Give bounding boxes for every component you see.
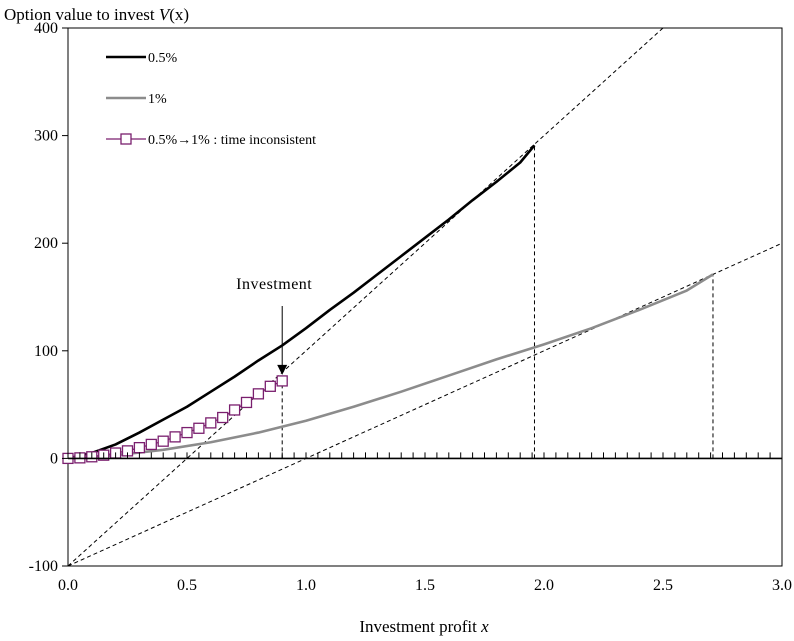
series-marker [252, 388, 265, 400]
series-line-1 [67, 273, 714, 460]
legend-label-2: 0.5%→1% : time inconsistent [148, 133, 316, 148]
payoff-line-0 [67, 27, 664, 567]
series-marker [181, 426, 193, 439]
x-tick-label: 0.0 [58, 577, 78, 594]
series-marker [157, 435, 169, 447]
series-marker [217, 411, 229, 424]
y-axis-title-main: Option value to invest [4, 5, 159, 24]
y-tick-label: 100 [34, 343, 58, 360]
x-tick-label: 2.0 [534, 577, 554, 594]
series-marker [276, 375, 288, 387]
axes-layer: -100 0 100 200 300 400 0.0 0.5 1.0 1.5 2.0 2.5 3.0 [29, 20, 792, 594]
series-line-0 [67, 144, 536, 460]
series-layer [62, 144, 714, 465]
y-tick-label: 0 [50, 450, 58, 467]
y-tick-label: 200 [34, 235, 58, 252]
y-tick-label: 300 [34, 128, 58, 145]
x-tick-label: 2.5 [653, 577, 673, 594]
y-axis-title-var: V [159, 5, 172, 24]
x-axis-title-main: Investment profit [359, 617, 481, 636]
legend-label-0: 0.5% [148, 51, 178, 66]
series-marker [133, 441, 146, 454]
y-tick-label: 400 [34, 20, 58, 37]
x-axis-title: Investment profit x [359, 617, 489, 636]
annotation-label: Investment [236, 276, 312, 293]
series-marker [240, 396, 253, 409]
annotation: Investment [236, 276, 312, 375]
x-tick-label: 1.0 [296, 577, 316, 594]
legend-label-1: 1% [148, 92, 167, 107]
x-tick-label: 3.0 [772, 577, 792, 594]
annotation-arrow-head [277, 364, 288, 375]
payoff-line-1 [67, 242, 783, 567]
series-marker [264, 380, 276, 392]
y-tick-label: -100 [29, 558, 58, 575]
series-marker [193, 422, 205, 434]
x-axis-title-var: x [480, 617, 489, 636]
x-tick-label: 1.5 [415, 577, 435, 594]
reference-lines [67, 27, 783, 567]
plot-frame [67, 27, 783, 567]
y-axis-title: Option value to invest V(x) [4, 5, 189, 24]
x-tick-label: 0.5 [177, 577, 197, 594]
legend: 0.5% 1% 0.5%→1% : time inconsistent [106, 51, 316, 148]
series-marker [169, 431, 181, 443]
y-axis-title-rest: (x) [169, 5, 189, 24]
series-marker [205, 417, 217, 429]
series-marker [228, 404, 241, 416]
plot-border [67, 27, 783, 567]
series-marker [145, 438, 157, 451]
legend-marker [120, 133, 132, 145]
